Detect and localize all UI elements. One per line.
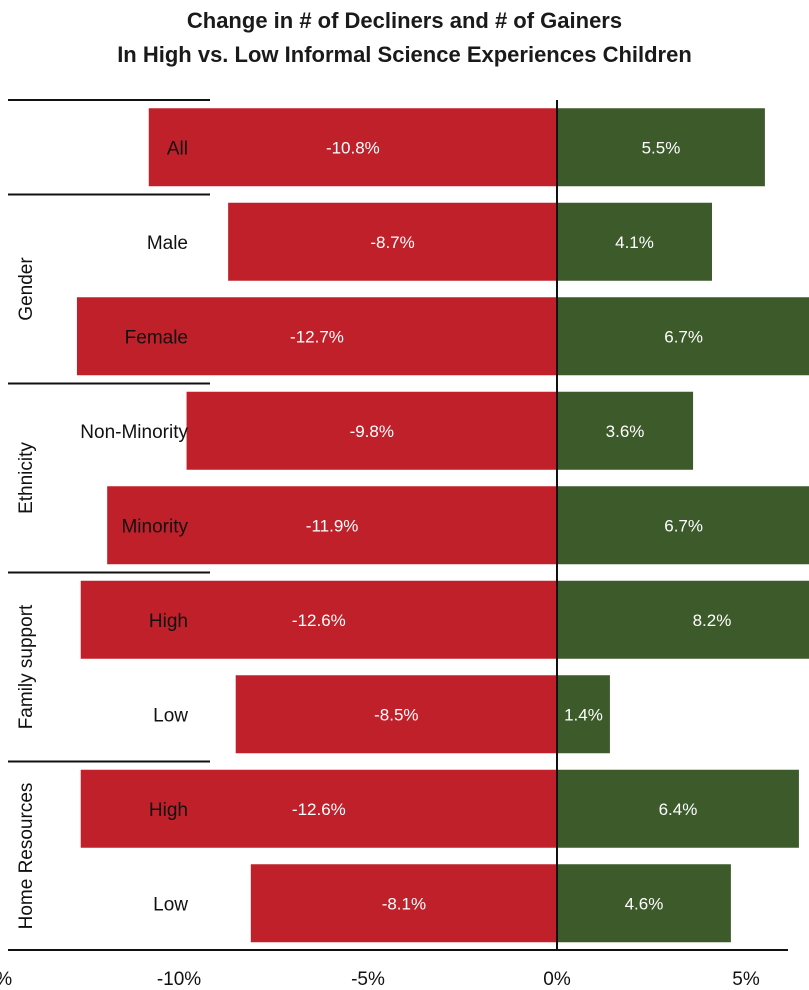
category-label: High: [149, 611, 188, 632]
chart-title-line-1: Change in # of Decliners and # of Gainer…: [186, 8, 623, 33]
decliner-bar: [107, 486, 558, 565]
decliner-data-label: -10.8%: [326, 138, 380, 157]
gainer-bar: [557, 864, 731, 943]
gainer-bar: [557, 202, 712, 281]
category-label: Male: [147, 233, 188, 254]
category-label: High: [149, 800, 188, 821]
category-label: Female: [125, 327, 188, 348]
decliner-bar: [80, 580, 557, 659]
gainer-bar: [557, 580, 809, 659]
gainer-bar: [557, 108, 765, 187]
decliner-bar: [228, 202, 557, 281]
decliner-data-label: -11.9%: [306, 516, 359, 535]
gainer-bar: [557, 391, 694, 470]
decliner-data-label: -8.1%: [382, 894, 426, 913]
gainer-data-label: 6.4%: [659, 800, 698, 819]
chart-title-line-2: In High vs. Low Informal Science Experie…: [117, 42, 692, 67]
decliner-data-label: -8.5%: [374, 705, 418, 724]
decliner-data-label: -9.8%: [350, 422, 394, 441]
gainer-data-label: 4.6%: [625, 894, 664, 913]
x-tick-label: -15%: [0, 969, 12, 990]
gainer-bar: [557, 486, 809, 565]
decliner-bar: [235, 675, 557, 754]
decliner-bar: [186, 391, 557, 470]
gainer-bar: [557, 297, 809, 376]
gainer-data-label: 6.7%: [664, 327, 703, 346]
gainer-data-label: 8.2%: [693, 611, 732, 630]
x-tick-label: 0%: [543, 969, 571, 990]
decliner-data-label: -12.7%: [290, 327, 344, 346]
group-label: Family support: [16, 604, 37, 729]
category-label: Minority: [121, 516, 188, 537]
decliner-data-label: -8.7%: [370, 233, 414, 252]
group-label: Gender: [16, 257, 37, 321]
gainer-data-label: 1.4%: [564, 705, 603, 724]
gainer-bar: [557, 769, 799, 848]
group-label: Home Resources: [16, 783, 37, 930]
decliner-bar: [250, 864, 557, 943]
gainer-data-label: 3.6%: [606, 422, 645, 441]
category-label: All: [167, 138, 188, 159]
decliner-bar: [80, 769, 557, 848]
decliner-bar: [76, 297, 557, 376]
decliner-bar: [148, 108, 557, 187]
category-label: Non-Minority: [80, 422, 188, 443]
group-label: Ethnicity: [16, 442, 37, 514]
decliner-data-label: -12.6%: [292, 611, 346, 630]
x-tick-label: 5%: [732, 969, 760, 990]
category-label: Low: [153, 705, 188, 726]
x-tick-label: -10%: [157, 969, 201, 990]
category-label: Low: [153, 894, 188, 915]
x-tick-label: -5%: [351, 969, 385, 990]
gainer-data-label: 6.7%: [664, 516, 703, 535]
gainer-data-label: 5.5%: [642, 138, 681, 157]
gainer-bar: [557, 675, 610, 754]
decliner-data-label: -12.6%: [292, 800, 346, 819]
gainer-data-label: 4.1%: [615, 233, 654, 252]
